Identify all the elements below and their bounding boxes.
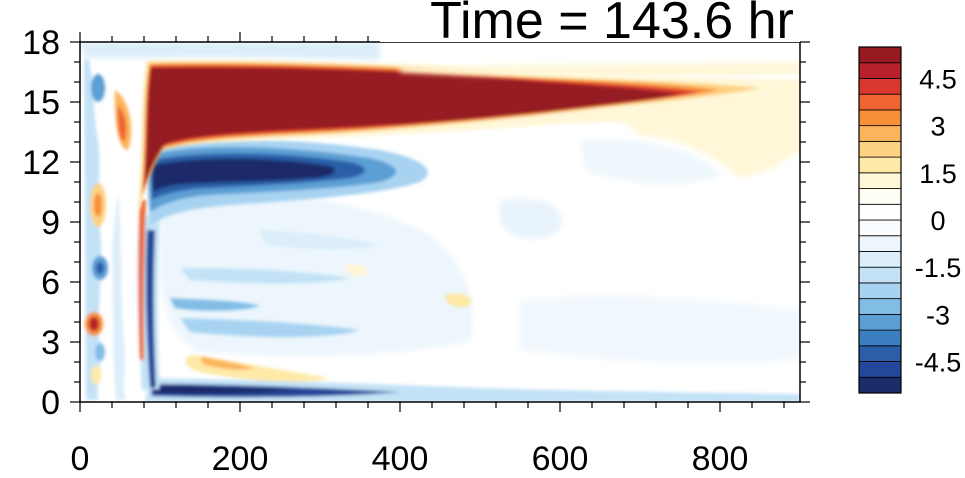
colorbar-swatch [858, 140, 902, 158]
contour-faint-blue-right [520, 295, 800, 365]
colorbar-swatch [858, 172, 902, 189]
contour-lower-orange-core [200, 356, 255, 370]
colorbar-swatch [858, 125, 902, 142]
contour-left-blue-column [112, 190, 126, 400]
colorbar-label: 0 [930, 206, 945, 236]
x-tick-label: 400 [372, 440, 429, 473]
y-axis: 0 3 6 9 12 15 18 [22, 24, 810, 422]
colorbar: 4.5 3 1.5 0 -1.5 -3 -4.5 [858, 46, 962, 394]
title-backing [380, 0, 800, 42]
colorbar-swatch [858, 203, 902, 221]
x-tick-label: 600 [532, 440, 589, 473]
colorbar-swatch [858, 78, 902, 95]
colorbar-frame [858, 46, 902, 394]
x-tick-label: 800 [692, 440, 749, 473]
lower-bands [145, 230, 800, 402]
x-tick-label: 200 [212, 440, 269, 473]
colorbar-swatch [858, 266, 902, 284]
right-haze [400, 62, 800, 178]
x-tick-label: 0 [71, 440, 90, 473]
colorbar-swatch [858, 93, 902, 111]
left-oscillations [84, 58, 132, 400]
contour-field [80, 42, 800, 402]
y-tick-label: 15 [22, 84, 60, 122]
contour-faint-blue-patch [500, 198, 562, 239]
colorbar-label: 1.5 [919, 159, 957, 189]
y-tick-label: 0 [41, 384, 60, 422]
contour-small-orange-patch-2 [344, 264, 368, 276]
colorbar-label: -3 [926, 300, 950, 330]
y-tick-label: 18 [22, 24, 60, 62]
colorbar-swatch [858, 156, 902, 174]
contour-faint-blue-patch-2 [580, 139, 720, 185]
colorbar-label: 4.5 [919, 64, 957, 94]
contour-lower-blue-streak-2 [170, 298, 260, 311]
contour-mid-blue-wisp [180, 268, 350, 284]
contour-left-blue-blob-3 [96, 262, 104, 274]
chart-title: Time = 143.6 hr [430, 0, 794, 50]
colorbar-swatch [858, 298, 902, 315]
colorbar-label: -1.5 [915, 253, 962, 283]
contour-bottom-blue-dark [152, 386, 300, 394]
colorbar-swatch [858, 329, 902, 347]
colorbar-swatch [858, 109, 902, 127]
light-blue-haze [80, 42, 800, 365]
contour-faint-blue-band-top [80, 42, 380, 60]
colorbar-swatch [858, 313, 902, 331]
colorbar-swatch [858, 62, 902, 79]
contour-faint-blue-region-mid [160, 175, 473, 356]
contour-left-blue-low [95, 343, 105, 361]
colorbar-swatch [858, 345, 902, 362]
colorbar-swatch [858, 376, 902, 394]
colorbar-label: -4.5 [915, 348, 962, 378]
colorbar-label: 3 [930, 112, 945, 142]
colorbar-swatch [858, 46, 902, 64]
contour-jet-darkred [144, 67, 680, 185]
contour-front-red-line [138, 200, 146, 360]
contour-left-red-core [89, 317, 99, 331]
contour-front-blue-line [146, 230, 156, 388]
colorbar-swatch [858, 361, 902, 378]
contour-lower-blue-streak [180, 318, 360, 337]
x-axis: 0 200 400 600 800 [71, 32, 785, 478]
contour-left-orange-low [91, 365, 101, 385]
contour-left-blue-blob-1 [91, 74, 105, 102]
red-jet [138, 59, 800, 210]
contour-right-yellow [620, 110, 800, 178]
blue-band [145, 139, 428, 225]
y-tick-label: 12 [22, 144, 60, 182]
y-tick-label: 3 [41, 324, 60, 362]
contour-left-orange-blob-2 [94, 193, 102, 217]
colorbar-swatch [858, 188, 902, 205]
contour-left-orange-mid-core [117, 105, 127, 142]
colorbar-swatch [858, 251, 902, 268]
contour-small-orange-patch [445, 293, 471, 308]
contour-right-yellow-strip [400, 62, 800, 77]
colorbar-swatch [858, 282, 902, 300]
colorbar-swatch [858, 219, 902, 237]
y-tick-label: 9 [41, 204, 60, 242]
front-structure [137, 200, 160, 390]
y-tick-label: 6 [41, 264, 60, 302]
contour-mid-blue-wisp-2 [260, 230, 380, 250]
colorbar-swatch [858, 235, 902, 252]
contour-blue-band-core [152, 158, 335, 192]
